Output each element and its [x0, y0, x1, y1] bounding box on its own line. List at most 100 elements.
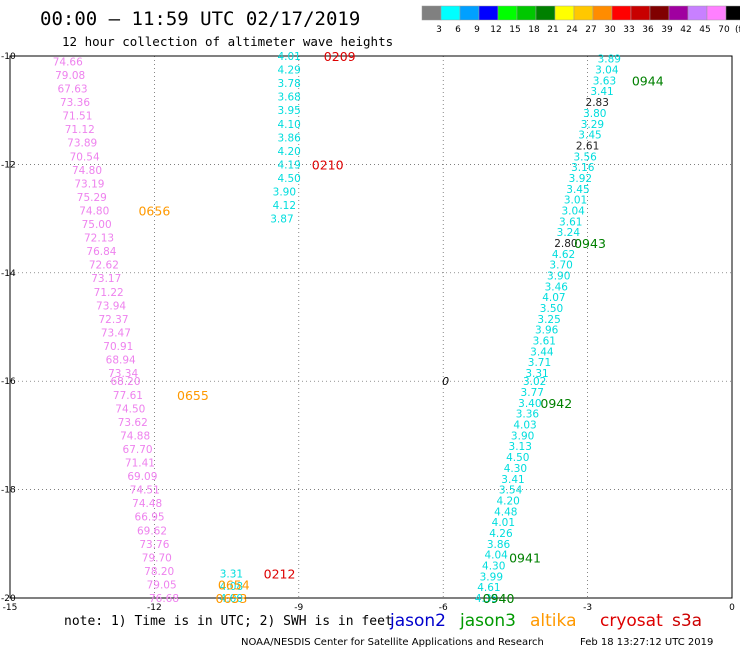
mission-jason3: jason3: [459, 611, 516, 631]
wave-height-value: 3.90: [273, 187, 296, 199]
x-tick-label: -9: [294, 603, 303, 613]
pass-time-label: 0654: [218, 577, 250, 592]
wave-height-value: 73.47: [101, 327, 131, 339]
x-tick-label: -15: [3, 603, 18, 613]
y-tick-label: -12: [1, 160, 16, 170]
legend-label: 24: [566, 25, 578, 35]
pass-time-label: 0940: [483, 591, 515, 606]
legend-swatch: [630, 5, 651, 21]
plot-frame: [9, 55, 733, 599]
legend-swatch: [440, 5, 461, 21]
wave-height-value: 3.04: [595, 65, 619, 77]
pass-time-label: 0944: [632, 73, 664, 88]
mission-altika: altika: [530, 611, 577, 631]
wave-height-value: 3.90: [511, 430, 534, 442]
wave-height-value: 4.26: [489, 528, 513, 540]
wave-height-value: 74.48: [132, 498, 162, 510]
wave-height-value: 3.95: [277, 105, 300, 117]
wave-height-value: 4.29: [277, 65, 300, 77]
wave-height-value: 71.41: [125, 458, 155, 470]
wave-height-value: 79.08: [55, 70, 85, 82]
wave-height-value: 74.66: [53, 56, 83, 68]
y-tick-label: -14: [1, 269, 16, 279]
wave-height-value: 3.44: [530, 346, 554, 358]
pass-time-label: 0943: [574, 236, 606, 251]
legend-label: 9: [474, 25, 480, 35]
wave-height-value: 3.68: [277, 92, 300, 104]
pass-time-label: 0941: [509, 550, 541, 565]
x-tick-label: -6: [439, 603, 448, 613]
wave-height-value: 3.02: [523, 376, 546, 388]
legend-label: 70: [718, 25, 730, 35]
wave-height-value: 72.13: [84, 233, 114, 245]
legend-swatch: [554, 5, 575, 21]
wave-height-value: 4.61: [477, 582, 500, 594]
wave-height-value: 3.89: [598, 54, 621, 66]
wave-height-value: 78.20: [144, 566, 174, 578]
wave-height-value: 75.29: [77, 192, 107, 204]
y-tick-label: -18: [1, 486, 16, 496]
wave-height-value: 3.63: [593, 75, 616, 87]
wave-height-value: 67.70: [123, 444, 153, 456]
wave-height-value: 72.62: [89, 260, 119, 272]
wave-height-value: 79.70: [142, 552, 172, 564]
x-tick-label: -3: [583, 603, 592, 613]
wave-height-value: 3.99: [480, 571, 503, 583]
wave-height-value: 3.71: [528, 357, 551, 369]
wave-height-value: 3.46: [545, 281, 569, 293]
wave-height-value: 72.37: [98, 314, 128, 326]
wave-height-value: 73.94: [96, 300, 126, 312]
wave-height-value: 3.80: [583, 108, 606, 120]
wave-height-value: 4.01: [492, 517, 515, 529]
wave-height-value: 4.50: [277, 173, 300, 185]
wave-height-value: 4.48: [494, 506, 517, 518]
legend-label: 42: [680, 25, 691, 35]
wave-height-value: 3.50: [540, 303, 563, 315]
marker-layer: 0: [442, 375, 449, 388]
wave-height-value: 68.94: [106, 355, 136, 367]
wave-height-value: 3.36: [516, 409, 540, 421]
legend-label: 21: [547, 25, 558, 35]
wave-height-value: 73.19: [74, 178, 104, 190]
wave-height-value: 67.63: [58, 84, 88, 96]
wave-height-value: 3.13: [509, 441, 532, 453]
legend-swatch: [592, 5, 613, 21]
wave-height-value: 76.68: [149, 593, 179, 605]
wave-height-value: 69.09: [127, 471, 157, 483]
legend-label: 36: [642, 25, 654, 35]
wave-height-value: 3.90: [547, 271, 570, 283]
marker-label: 0: [442, 375, 449, 388]
wave-height-value: 3.45: [578, 130, 601, 142]
wave-height-value: 70.54: [70, 151, 100, 163]
mission-cryosat: cryosat: [600, 611, 663, 631]
wave-height-value: 4.50: [506, 452, 529, 464]
x-tick-label: 0: [729, 603, 735, 613]
wave-height-value: 3.16: [571, 162, 595, 174]
legend-label: 39: [661, 25, 673, 35]
wave-height-value: 4.03: [513, 420, 536, 432]
wave-height-value: 74.80: [79, 205, 109, 217]
legend-swatch: [497, 5, 518, 21]
wave-height-value: 74.80: [72, 165, 102, 177]
credit-line: NOAA/NESDIS Center for Satellite Applica…: [241, 637, 544, 648]
legend-swatch: [421, 5, 442, 21]
wave-height-value: 4.62: [552, 249, 575, 261]
wave-height-value: 3.78: [277, 78, 300, 90]
mission-s3a: s3a: [672, 611, 702, 631]
legend-swatch: [649, 5, 670, 21]
legend-swatch: [668, 5, 689, 21]
wave-height-value: 4.20: [277, 146, 300, 158]
y-tick-label: -20: [1, 594, 16, 604]
wave-height-value: 3.61: [533, 336, 556, 348]
wave-height-value: 3.24: [557, 227, 581, 239]
wave-height-value: 70.91: [103, 341, 133, 353]
wave-height-value: 3.56: [573, 151, 597, 163]
wave-height-value: 4.08: [220, 581, 243, 593]
legend-swatch: [725, 5, 740, 21]
wave-height-value: 74.50: [115, 403, 145, 415]
wave-height-value: 3.41: [501, 474, 524, 486]
wave-height-value: 71.22: [94, 287, 124, 299]
legend-swatch: [706, 5, 727, 21]
legend-swatch: [459, 5, 480, 21]
wave-height-value: 73.34: [108, 368, 138, 380]
